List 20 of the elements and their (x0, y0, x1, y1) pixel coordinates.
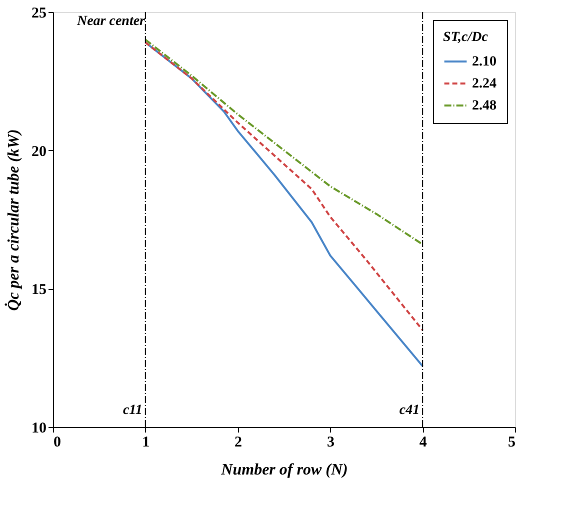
x-tick-label: 5 (508, 434, 516, 450)
y-tick-label: 25 (32, 6, 46, 22)
ref-line-label: c11 (122, 403, 142, 418)
legend-label: 2.48 (472, 98, 496, 114)
y-tick-label: 10 (32, 420, 46, 436)
legend-label: 2.10 (472, 54, 496, 70)
ref-line-label: c41 (399, 403, 420, 418)
x-tick-label: 3 (326, 434, 334, 450)
legend-title: ST,c/Dc (443, 30, 489, 45)
x-tick-label: 1 (142, 434, 150, 450)
x-tick-label: 2 (234, 434, 242, 450)
y-axis-title: Q̇c per a circular tube (kW) (4, 129, 22, 311)
y-tick-label: 20 (32, 144, 46, 160)
line-series (144, 38, 424, 246)
annotation: Near center (76, 14, 146, 29)
x-axis-title: Number of row (N) (220, 462, 348, 478)
x-tick-label: 4 (419, 434, 428, 450)
x-tick-label: 0 (54, 434, 61, 450)
y-tick-label: 15 (32, 282, 46, 298)
legend-label: 2.24 (472, 76, 496, 92)
